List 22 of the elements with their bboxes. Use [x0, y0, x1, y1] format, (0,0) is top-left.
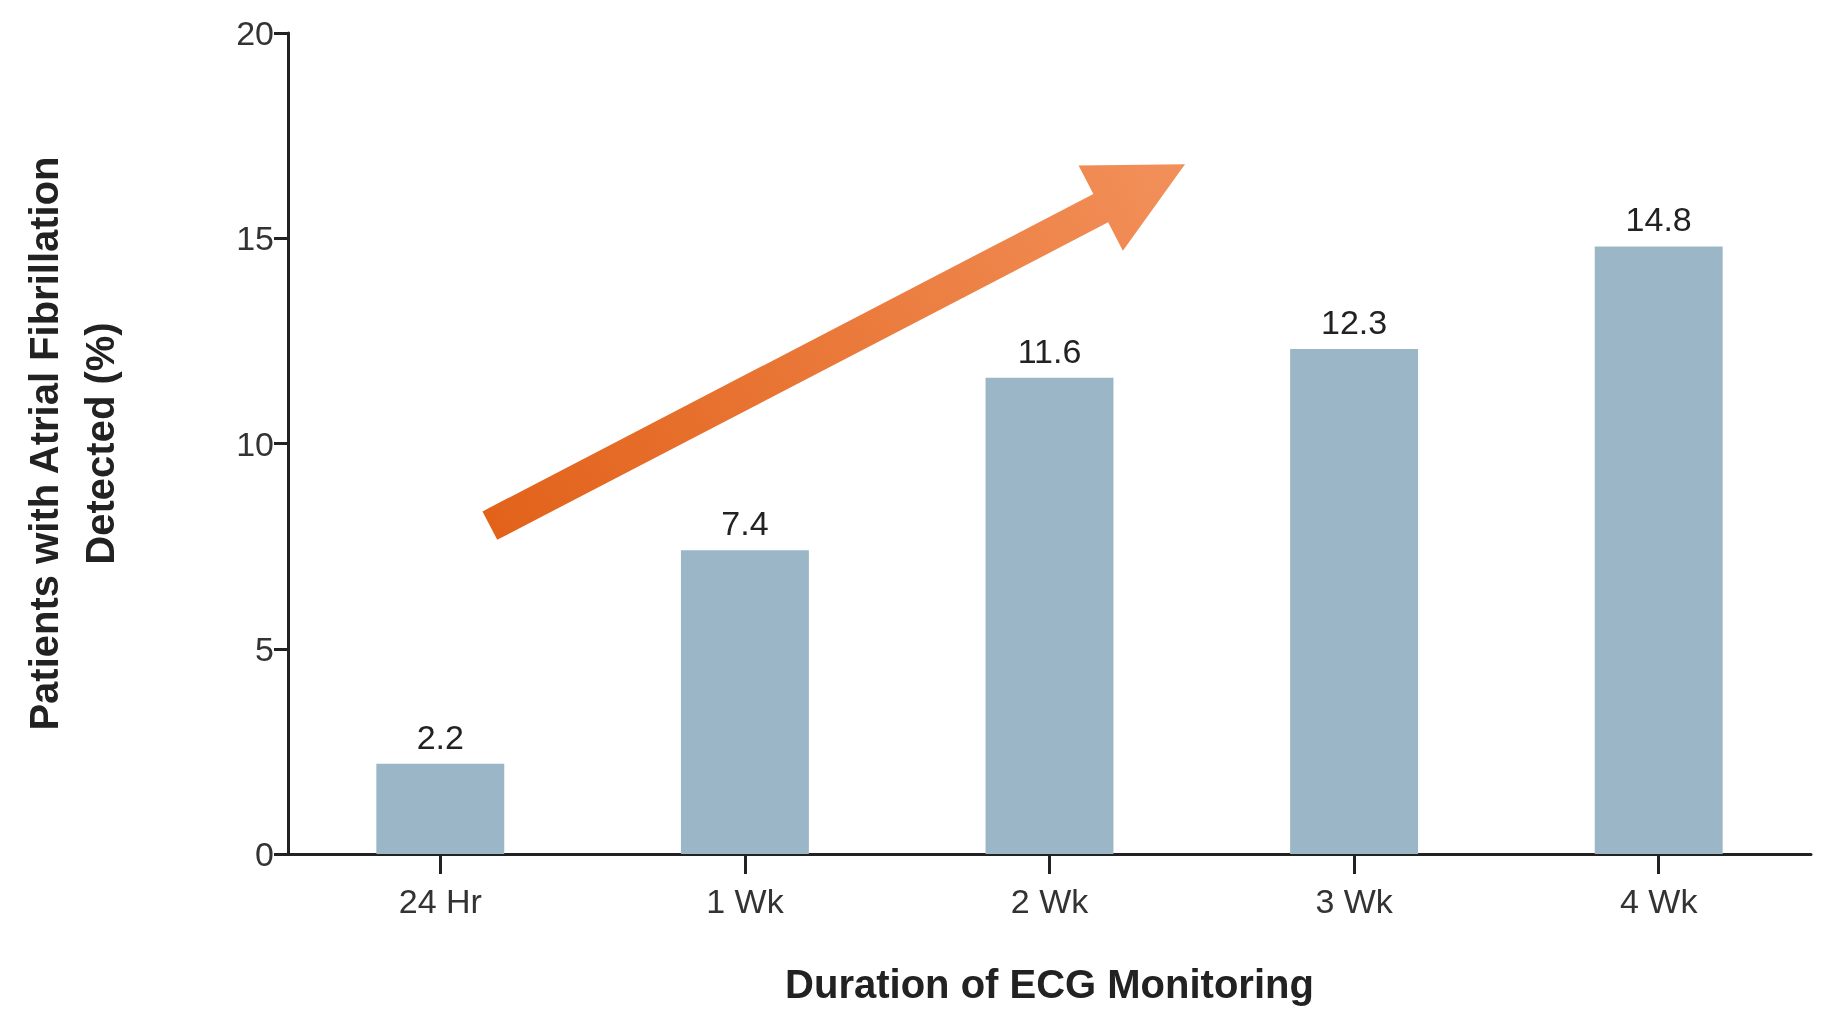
data-label: 7.4: [721, 504, 769, 543]
y-tick-label: 15: [236, 219, 274, 258]
bar: [680, 550, 809, 854]
y-tick-label: 0: [255, 835, 274, 873]
x-axis-title: Duration of ECG Monitoring: [785, 962, 1314, 1006]
y-tick-label: 10: [236, 424, 274, 463]
x-tick-label: 3 Wk: [1315, 882, 1394, 920]
bar: [376, 763, 505, 854]
y-axis-title: Patients with Atrial Fibrillation Detected (%): [22, 156, 122, 731]
data-label: 2.2: [416, 717, 464, 756]
data-label: 12.3: [1321, 303, 1388, 342]
x-tick-label: 24 Hr: [398, 882, 482, 920]
bar: [985, 377, 1114, 854]
x-tick-label: 1 Wk: [706, 882, 785, 920]
bar: [1594, 246, 1723, 854]
y-tick-label: 5: [255, 629, 274, 668]
x-tick-label: 2 Wk: [1010, 882, 1090, 920]
data-label: 11.6: [1017, 331, 1082, 370]
y-tick-label: 20: [236, 14, 274, 52]
bar: [1290, 349, 1419, 854]
data-label: 14.8: [1625, 200, 1692, 239]
x-tick-label: 4 Wk: [1619, 882, 1699, 920]
